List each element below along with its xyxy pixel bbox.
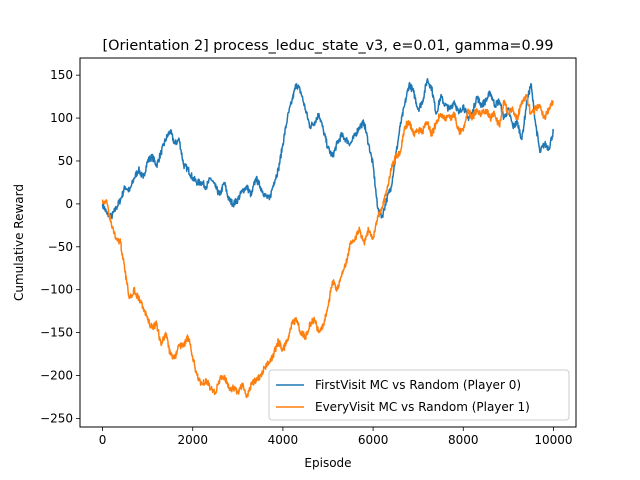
y-tick-label: −50 [48,240,73,254]
x-tick-label: 6000 [358,433,389,447]
series-line-0 [101,78,555,220]
x-tick-label: 8000 [448,433,479,447]
series-line-1 [101,94,554,399]
y-axis: −250 −200 −150 −100 −50 0 50 100 150 [40,68,80,425]
chart-title: [Orientation 2] process_leduc_state_v3, … [103,38,554,54]
y-axis-label: Cumulative Reward [12,184,26,301]
x-tick-label: 4000 [268,433,299,447]
plot-frame [79,57,577,428]
x-tick-label: 10000 [534,433,572,447]
x-tick-label: 0 [99,433,107,447]
y-tick-label: −150 [40,326,73,340]
legend: FirstVisit MC vs Random (Player 0) Every… [268,369,570,421]
y-tick-label: 50 [58,154,73,168]
plot-area [101,78,555,399]
legend-box [268,369,570,421]
y-tick-label: −250 [40,411,73,425]
x-tick-label: 2000 [177,433,208,447]
y-tick-label: 0 [65,197,73,211]
y-tick-label: 100 [50,111,73,125]
x-axis: 0 2000 4000 6000 8000 10000 [99,427,573,447]
y-tick-label: −100 [40,283,73,297]
legend-label-series-0: FirstVisit MC vs Random (Player 0) [315,378,521,392]
legend-label-series-1: EveryVisit MC vs Random (Player 1) [315,400,530,414]
x-axis-label: Episode [304,456,351,470]
y-tick-label: 150 [50,68,73,82]
y-tick-label: −200 [40,369,73,383]
